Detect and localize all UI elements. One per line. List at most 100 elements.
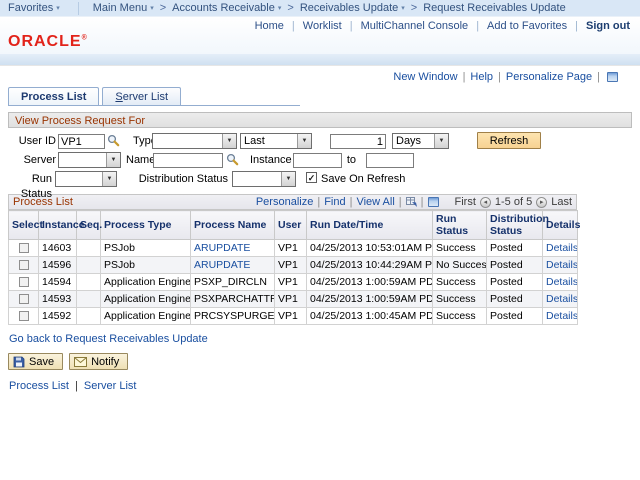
col-process-type: Process Type	[100, 210, 191, 240]
row-select-checkbox[interactable]	[18, 260, 29, 270]
instance-to-input[interactable]	[366, 153, 414, 168]
cell-distribution-status: Posted	[486, 307, 543, 325]
breadcrumb-item-label: Accounts Receivable	[172, 2, 275, 14]
name-input[interactable]	[153, 153, 223, 168]
table-row: 14603 PSJob ARUPDATE VP1 04/25/2013 10:5…	[8, 239, 578, 257]
row-select-checkbox[interactable]	[18, 294, 29, 304]
user-id-input[interactable]	[58, 134, 105, 149]
pager-prev-icon[interactable]: ◂	[479, 196, 491, 208]
nav-divider: |	[575, 20, 578, 32]
new-window-icon[interactable]	[607, 72, 618, 82]
col-distribution-status: Distribution Status	[486, 210, 549, 240]
cell-user: VP1	[274, 290, 307, 308]
run-status-select[interactable]: ▼	[55, 171, 117, 187]
cell-instance: 14603	[38, 239, 77, 257]
link-divider: |	[462, 71, 466, 83]
user-id-lookup-icon[interactable]	[107, 134, 120, 147]
home-link[interactable]: Home	[254, 20, 284, 32]
last-select[interactable]: Last ▼	[240, 133, 312, 149]
page-link-bar: New Window | Help | Personalize Page |	[0, 66, 640, 85]
dropdown-arrow-icon: ▼	[106, 153, 120, 167]
toolbar-divider: |	[420, 196, 424, 208]
server-label: Server	[23, 154, 56, 166]
days-select-value: Days	[396, 135, 422, 147]
cell-seq	[76, 290, 101, 308]
process-name-link[interactable]: ARUPDATE	[190, 239, 275, 257]
breadcrumb-separator: >	[287, 2, 294, 14]
row-select-checkbox[interactable]	[18, 277, 29, 287]
cell-process-type: PSJob	[100, 239, 191, 257]
nav-divider: |	[476, 20, 480, 32]
notify-button[interactable]: Notify	[69, 353, 129, 370]
refresh-button[interactable]: Refresh	[477, 132, 541, 149]
details-link[interactable]: Details	[542, 256, 578, 274]
popup-window-icon[interactable]	[427, 197, 439, 207]
dropdown-arrow-icon: ▼	[281, 172, 295, 186]
personalize-link[interactable]: Personalize	[255, 196, 314, 208]
multichannel-console-link[interactable]: MultiChannel Console	[360, 20, 469, 32]
server-select[interactable]: ▼	[58, 152, 121, 168]
instance-from-input[interactable]	[293, 153, 342, 168]
save-button[interactable]: Save	[8, 353, 64, 370]
col-details: Details	[542, 210, 580, 240]
sign-out-link[interactable]: Sign out	[586, 20, 630, 32]
utility-nav: Home | Worklist | MultiChannel Console |…	[0, 17, 640, 32]
tab-process-list[interactable]: Process List	[8, 87, 100, 105]
cell-run-datetime: 04/25/2013 1:00:45AM PDT	[306, 307, 433, 325]
worklist-link[interactable]: Worklist	[302, 20, 342, 32]
last-count-input[interactable]	[330, 134, 386, 149]
cell-run-datetime: 04/25/2013 1:00:59AM PDT	[306, 273, 433, 291]
breadcrumb-item-receivables-update[interactable]: Receivables Update ▾	[300, 2, 405, 14]
cell-instance: 14592	[38, 307, 77, 325]
link-divider: |	[74, 380, 78, 392]
add-to-favorites-link[interactable]: Add to Favorites	[487, 20, 568, 32]
cell-run-datetime: 04/25/2013 10:44:29AM PDT	[306, 256, 433, 274]
pager-next-icon[interactable]: ▸	[536, 196, 548, 208]
details-link[interactable]: Details	[542, 273, 578, 291]
dropdown-arrow-icon: ▼	[102, 172, 116, 186]
link-divider: |	[597, 71, 600, 83]
link-divider: |	[498, 71, 501, 83]
breadcrumb-item-accounts-receivable[interactable]: Accounts Receivable ▾	[172, 2, 281, 14]
cell-user: VP1	[274, 256, 307, 274]
details-link[interactable]: Details	[542, 290, 578, 308]
breadcrumb-item-request-receivables-update[interactable]: Request Receivables Update	[423, 2, 565, 14]
days-select[interactable]: Days ▼	[392, 133, 449, 149]
dropdown-arrow-icon: ▼	[222, 134, 236, 148]
pager-first-label[interactable]: First	[454, 196, 476, 208]
main-menu[interactable]: Main Menu ▾	[93, 2, 154, 14]
breadcrumb-separator: >	[159, 2, 167, 14]
type-select[interactable]: ▼	[152, 133, 237, 149]
process-list-bottom-link[interactable]: Process List	[9, 380, 69, 392]
logo-row: ORACLE®	[0, 32, 640, 54]
download-grid-icon[interactable]	[405, 197, 417, 207]
cell-distribution-status: Posted	[486, 239, 543, 257]
go-back-link[interactable]: Go back to Request Receivables Update	[9, 333, 208, 345]
save-on-refresh-checkbox[interactable]: ✓	[306, 172, 317, 183]
details-link[interactable]: Details	[542, 239, 578, 257]
find-link[interactable]: Find	[324, 196, 346, 208]
new-window-link[interactable]: New Window	[393, 71, 458, 83]
header-band	[0, 54, 640, 66]
details-link[interactable]: Details	[542, 307, 578, 325]
help-link[interactable]: Help	[470, 71, 494, 83]
row-select-checkbox[interactable]	[18, 243, 29, 253]
name-lookup-icon[interactable]	[226, 153, 239, 166]
row-select-checkbox[interactable]	[18, 311, 29, 321]
cell-run-datetime: 04/25/2013 10:53:01AM PDT	[306, 239, 433, 257]
toolbar-divider: |	[317, 196, 321, 208]
server-list-bottom-link[interactable]: Server List	[83, 380, 137, 392]
personalize-page-link[interactable]: Personalize Page	[505, 71, 593, 83]
pager-last-label[interactable]: Last	[551, 196, 572, 208]
favorites-menu[interactable]: Favorites ▾	[8, 2, 60, 14]
process-name-link[interactable]: ARUPDATE	[190, 256, 275, 274]
cell-run-status: No Success	[432, 256, 487, 274]
chevron-down-icon: ▾	[56, 4, 60, 12]
view-all-link[interactable]: View All	[356, 196, 395, 208]
process-list-table: Select Instance Seq. Process Type Proces…	[8, 210, 580, 325]
table-row: 14594 Application Engine PSXP_DIRCLN VP1…	[8, 273, 578, 291]
tab-label: Process List	[21, 91, 87, 103]
nav-divider: |	[291, 20, 295, 32]
distribution-status-select[interactable]: ▼	[232, 171, 296, 187]
tab-server-list[interactable]: Server List	[102, 87, 182, 105]
